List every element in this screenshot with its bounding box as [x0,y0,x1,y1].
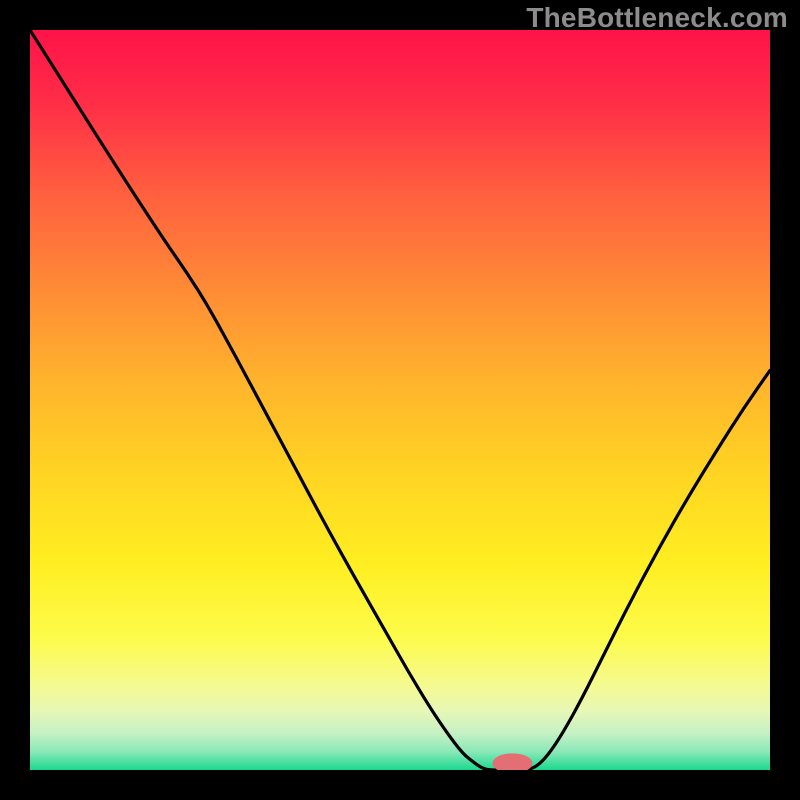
chart-container: { "watermark": { "text": "TheBottleneck.… [0,0,800,800]
watermark-text: TheBottleneck.com [526,2,788,34]
bottleneck-chart [0,0,800,800]
